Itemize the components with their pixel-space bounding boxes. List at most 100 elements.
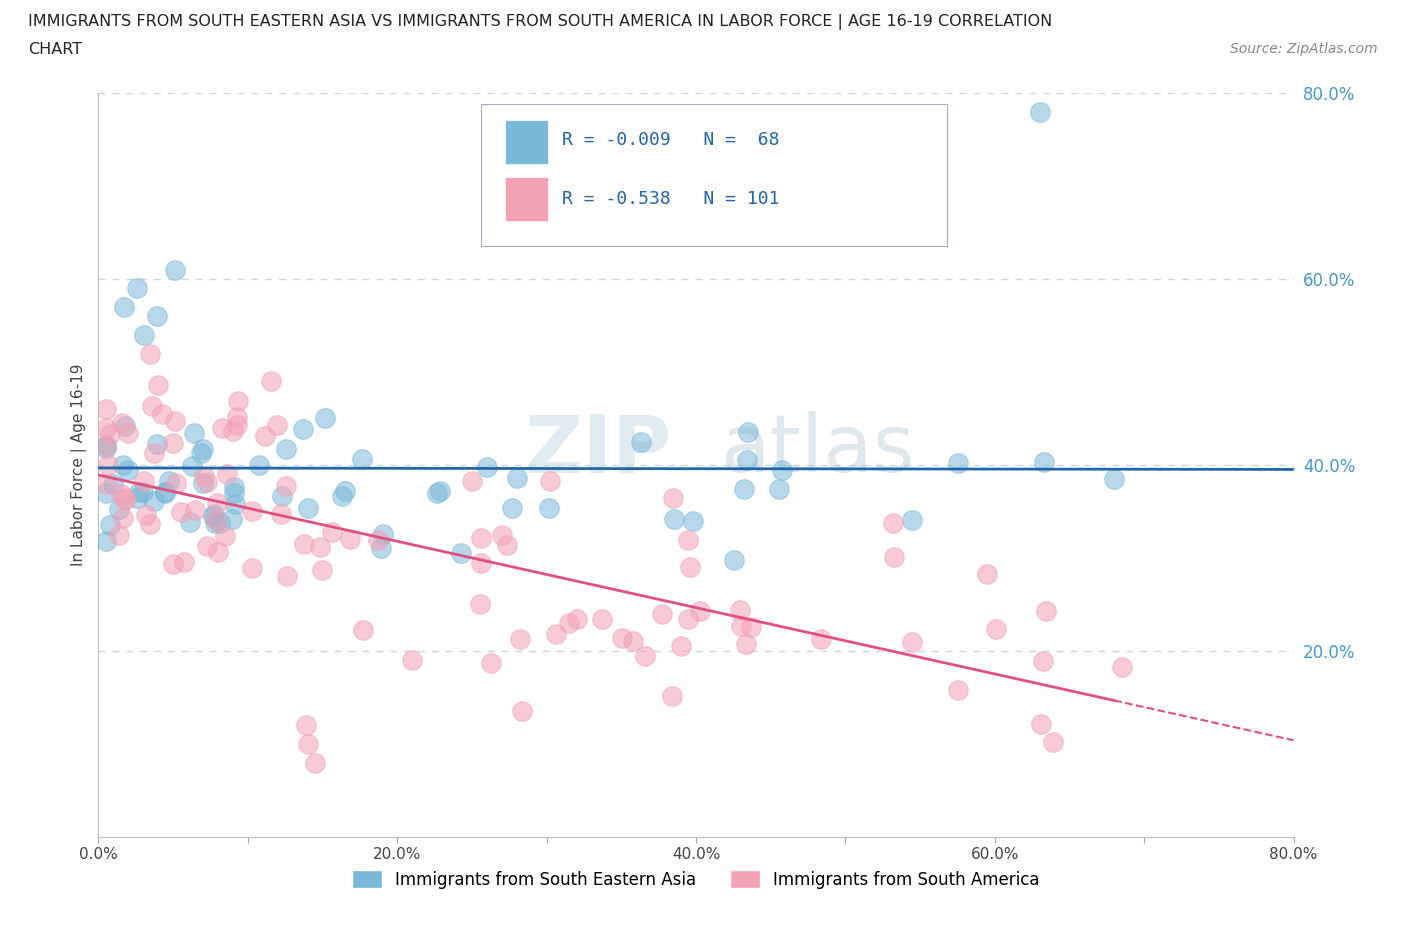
Point [661,491,683,506]
Point [209,515,232,530]
Point [479,656,502,671]
Point [297,500,319,515]
Point [770,463,793,478]
Point [276,568,298,583]
Point [948,456,970,471]
Point [538,473,561,488]
Point [162,436,184,451]
Text: ZIP: ZIP [524,411,672,489]
Point [132,485,155,499]
Point [311,563,333,578]
Point [191,442,214,457]
Point [882,515,904,530]
Point [204,515,226,530]
Point [470,531,492,546]
Legend: Immigrants from South Eastern Asia, Immigrants from South America: Immigrants from South Eastern Asia, Immi… [346,864,1046,896]
Point [475,460,498,475]
Point [295,718,318,733]
Point [883,550,905,565]
Point [114,491,136,506]
Point [222,480,245,495]
Point [157,474,180,489]
Point [662,512,685,526]
Point [371,527,394,542]
Point [98,518,121,533]
Point [94,476,117,491]
Point [114,492,136,507]
Point [226,393,249,408]
Point [321,525,343,539]
Point [132,473,155,488]
Point [153,486,176,501]
Point [401,652,423,667]
Point [135,507,157,522]
Point [491,527,513,542]
Point [621,633,644,648]
Point [94,441,117,456]
Text: CHART: CHART [28,42,82,57]
Point [1032,654,1054,669]
Point [224,497,246,512]
Point [139,517,162,532]
Point [163,414,186,429]
Point [259,373,281,388]
Point [253,429,276,444]
Point [350,452,373,467]
Point [610,631,633,645]
Point [94,533,117,548]
Point [740,619,762,634]
Text: IMMIGRANTS FROM SOUTH EASTERN ASIA VS IMMIGRANTS FROM SOUTH AMERICA IN LABOR FOR: IMMIGRANTS FROM SOUTH EASTERN ASIA VS IM… [28,14,1052,30]
Point [309,539,332,554]
Point [221,512,243,526]
Point [165,475,187,490]
Point [634,648,657,663]
Point [1035,604,1057,618]
Point [728,603,751,618]
Point [150,406,173,421]
Point [201,508,224,523]
Text: R = -0.538   N = 101: R = -0.538 N = 101 [562,191,779,208]
Point [226,410,249,425]
Point [94,402,117,417]
Point [730,619,752,634]
Point [110,486,132,501]
Point [768,482,790,497]
Point [98,427,121,442]
Point [240,561,263,576]
Point [112,299,135,314]
Point [689,604,711,618]
Point [352,623,374,638]
Point [162,556,184,571]
Text: R = -0.009   N =  68: R = -0.009 N = 68 [562,131,779,149]
Point [1102,472,1125,486]
Text: atlas: atlas [720,411,914,489]
Point [651,606,673,621]
Point [217,467,239,482]
Point [190,445,212,460]
Point [139,346,162,361]
Point [132,327,155,342]
Point [205,495,228,510]
Point [193,468,215,483]
Point [538,500,561,515]
Point [735,452,758,467]
Point [195,475,218,490]
Point [304,755,326,770]
Point [94,439,117,454]
Point [733,482,755,497]
Point [510,704,533,719]
Point [142,445,165,460]
Point [723,552,745,567]
Point [565,611,588,626]
Point [900,634,922,649]
Point [94,420,117,435]
Point [179,514,201,529]
Y-axis label: In Labor Force | Age 16-19: In Labor Force | Age 16-19 [72,364,87,566]
Point [181,458,204,473]
Point [496,538,519,552]
Point [276,478,298,493]
Point [661,689,683,704]
Point [214,528,236,543]
Point [173,554,195,569]
Point [630,434,652,449]
